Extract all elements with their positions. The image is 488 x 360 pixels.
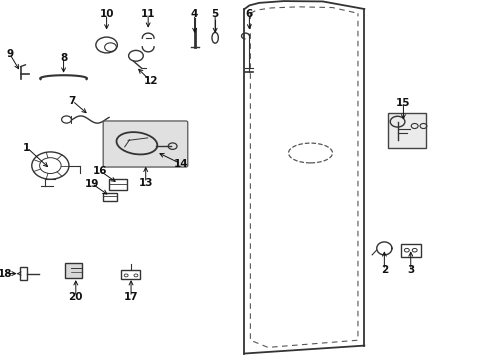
Text: 13: 13 xyxy=(138,178,153,188)
Text: 7: 7 xyxy=(68,96,76,106)
Bar xyxy=(400,244,420,257)
Text: 6: 6 xyxy=(245,9,252,19)
Text: 17: 17 xyxy=(123,292,138,302)
Text: 4: 4 xyxy=(190,9,198,19)
Text: 12: 12 xyxy=(143,76,158,86)
Bar xyxy=(108,179,127,190)
Bar xyxy=(121,270,140,279)
Text: 1: 1 xyxy=(23,143,30,153)
Text: 9: 9 xyxy=(6,49,13,59)
Text: 20: 20 xyxy=(68,292,83,302)
Bar xyxy=(387,113,425,148)
Text: 14: 14 xyxy=(173,159,188,169)
Text: 15: 15 xyxy=(395,98,410,108)
FancyBboxPatch shape xyxy=(103,121,187,167)
Text: 8: 8 xyxy=(60,53,67,63)
Text: 2: 2 xyxy=(380,265,387,275)
Text: 19: 19 xyxy=(84,179,99,189)
Text: 3: 3 xyxy=(407,265,413,275)
Bar xyxy=(65,263,81,278)
Text: 10: 10 xyxy=(99,9,114,19)
Text: 11: 11 xyxy=(141,9,155,19)
Text: 5: 5 xyxy=(211,9,218,19)
Bar xyxy=(102,193,117,201)
Bar xyxy=(20,267,27,280)
Text: 16: 16 xyxy=(93,166,107,176)
Text: 18: 18 xyxy=(0,269,12,279)
